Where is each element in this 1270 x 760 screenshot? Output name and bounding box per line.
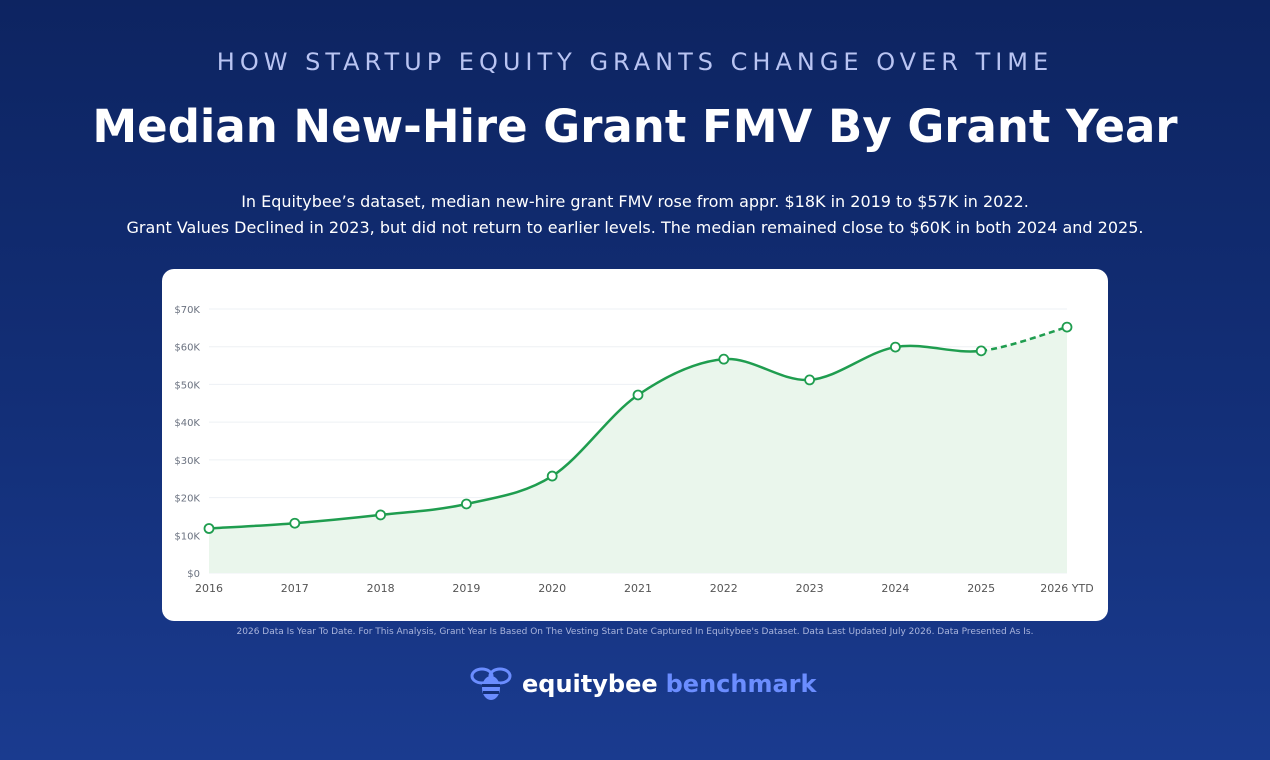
y-tick-label: $20K — [174, 494, 200, 505]
point — [546, 470, 558, 482]
area — [209, 327, 1067, 573]
x-tick-label: 2019 — [452, 582, 480, 595]
x-tick-label: 2016 — [195, 582, 223, 595]
x-tick-label: 2025 — [967, 582, 995, 595]
point — [890, 341, 901, 353]
x-tick-label: 2018 — [367, 582, 395, 595]
logo-icon — [470, 667, 512, 700]
y-tick-label: $30K — [174, 456, 200, 467]
point — [289, 517, 301, 529]
point — [203, 523, 215, 534]
x-tick-label: 2020 — [538, 582, 566, 595]
y-tick-label: $0 — [187, 569, 200, 580]
y-tick-label: $60K — [174, 343, 200, 354]
y-tick-label: $70K — [174, 305, 200, 316]
logo: equitybee benchmark — [470, 664, 816, 704]
point — [804, 374, 815, 386]
logo-product: benchmark — [665, 670, 817, 698]
title: Median New-Hire Grant FMV By Grant Year — [92, 100, 1178, 153]
subtitle: Grant Values Declined in 2023, but did n… — [126, 218, 1144, 237]
y-tick-label: $50K — [174, 380, 200, 391]
y-tick-label: $10K — [174, 531, 200, 542]
point — [718, 353, 730, 365]
footnote: 2026 Data Is Year To Date. For This Anal… — [236, 627, 1034, 637]
x-tick-label: 2023 — [796, 582, 824, 595]
logo-brand: equitybee — [522, 670, 658, 698]
x-tick-label: 2021 — [624, 582, 652, 595]
point — [975, 345, 987, 357]
point — [632, 389, 644, 401]
x-tick-label: 2024 — [881, 582, 909, 595]
point — [1061, 321, 1073, 333]
kicker: HOW STARTUP EQUITY GRANTS CHANGE OVER TI… — [216, 48, 1054, 76]
point — [460, 498, 472, 510]
x-tick-label: 2022 — [710, 582, 738, 595]
x-tick-label: 2026 YTD — [1040, 582, 1093, 595]
x-tick-label: 2017 — [281, 582, 309, 595]
point — [375, 509, 387, 521]
subtitle: In Equitybee’s dataset, median new-hire … — [241, 192, 1029, 211]
y-tick-label: $40K — [174, 418, 200, 429]
